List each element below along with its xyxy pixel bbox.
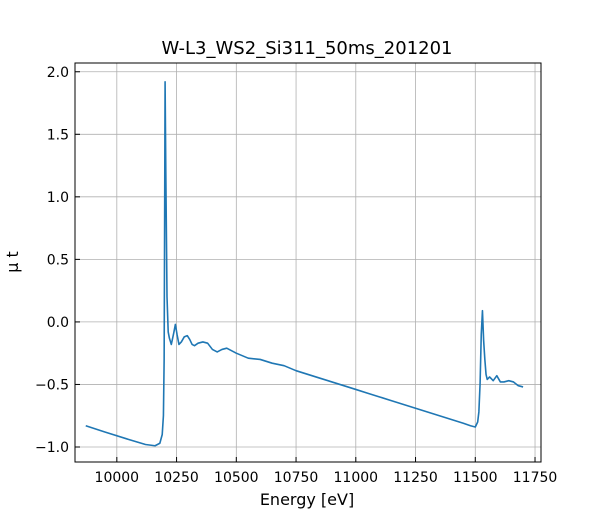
y-tick-label: 0.5 [47, 252, 69, 268]
x-tick-label: 11750 [513, 470, 558, 486]
x-tick-label: 10250 [154, 470, 199, 486]
x-axis-label: Energy [eV] [260, 490, 354, 509]
series-line [85, 80, 524, 447]
y-tick-label: 2.0 [47, 65, 69, 81]
y-tick-label: −0.5 [35, 377, 69, 393]
x-tick-label: 10750 [274, 470, 319, 486]
grid [75, 63, 541, 462]
y-tick-label: 1.5 [47, 127, 69, 143]
y-tick-label: 0.0 [47, 315, 69, 331]
y-tick-label: −1.0 [35, 440, 69, 456]
y-axis-label: μ t [3, 251, 22, 273]
y-tick-label: 1.0 [47, 190, 69, 206]
x-tick-label: 10000 [95, 470, 140, 486]
axes-frame [74, 62, 542, 463]
x-tick-label: 10500 [214, 470, 259, 486]
chart-title: W-L3_WS2_Si311_50ms_201201 [161, 38, 452, 59]
x-tick-label: 11000 [334, 470, 379, 486]
plot-area [85, 80, 524, 447]
x-tick-label: 11250 [393, 470, 438, 486]
x-tick-label: 11500 [453, 470, 498, 486]
axes: 10000 10250 10500 10750 11000 11250 11500 11750… [35, 62, 558, 486]
